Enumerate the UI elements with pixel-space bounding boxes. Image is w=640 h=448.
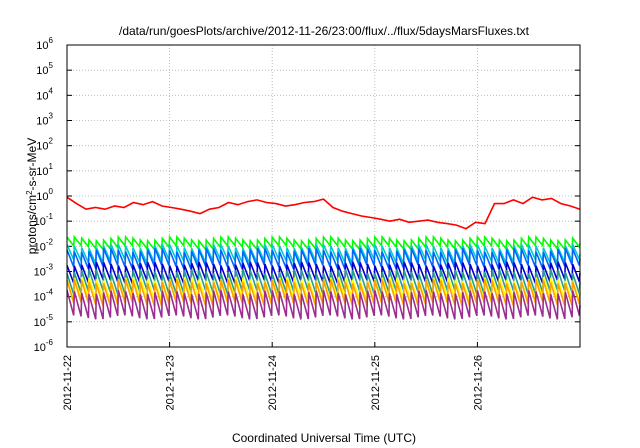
- y-tick-label: 10-2: [34, 237, 54, 253]
- y-tick-label: 10-5: [34, 313, 54, 329]
- y-axis-label-rest: -s-sr-MeV: [25, 138, 39, 191]
- chart-title: /data/run/goesPlots/archive/2012-11-26/2…: [119, 24, 530, 38]
- plot-frame: [66, 44, 581, 348]
- y-tick-label: 10-4: [34, 288, 54, 304]
- y-tick-label: 102: [36, 137, 53, 153]
- x-tick-label: 2012-11-25: [370, 355, 382, 410]
- y-tick-labels: 10-6 10-5 10-4 10-3 10-2 10-1 100 101 102 103 104 1…: [34, 36, 54, 354]
- x-tick-label: 2012-11-23: [165, 355, 177, 410]
- y-tick-label: 10-6: [34, 338, 54, 354]
- x-tick-label: 2012-11-24: [267, 355, 279, 410]
- y-tick-label: 101: [36, 162, 53, 178]
- x-axis-label: Coordinated Universal Time (UTC): [232, 431, 416, 445]
- y-tick-label: 100: [36, 187, 53, 203]
- y-tick-label: 10-3: [34, 263, 54, 279]
- y-tick-label: 103: [36, 112, 53, 128]
- x-tick-labels: 2012-11-22 2012-11-23 2012-11-24 2012-11-25…: [62, 355, 484, 410]
- y-axis-label-sup: 2: [25, 190, 34, 195]
- series-line: [66, 289, 581, 320]
- series-layer: [66, 196, 581, 320]
- x-tick-label: 2012-11-26: [472, 355, 484, 410]
- series-line: [66, 196, 581, 230]
- series-line: [66, 247, 581, 270]
- x-tick-label: 2012-11-22: [62, 355, 74, 410]
- y-tick-label: 105: [36, 61, 53, 77]
- y-axis-label-base: protons/cm: [25, 195, 39, 254]
- plot-grid: [66, 44, 580, 348]
- y-tick-label: 10-1: [34, 212, 54, 228]
- y-axis-label: protons/cm2-s-sr-MeV: [25, 138, 40, 254]
- y-tick-label: 104: [36, 86, 53, 102]
- y-tick-label: 106: [36, 36, 53, 52]
